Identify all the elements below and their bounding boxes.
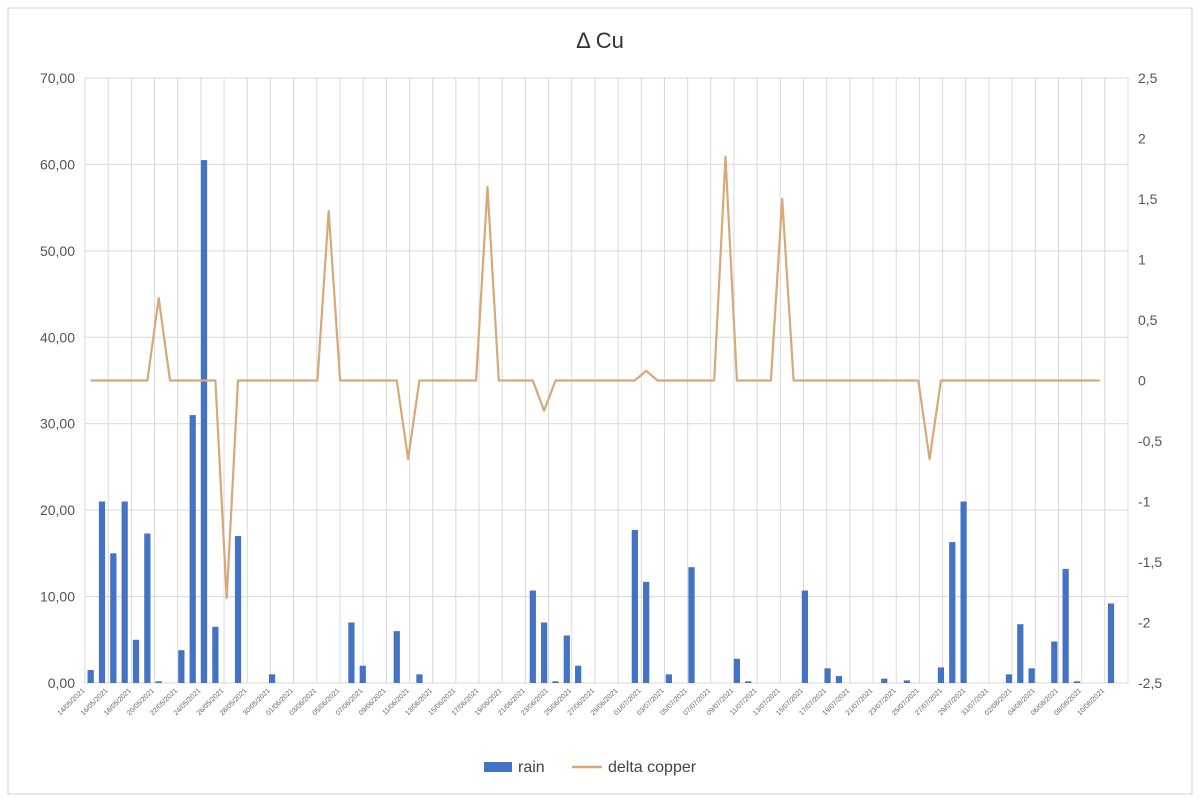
rain-bar <box>1062 568 1069 683</box>
right-y-tick-label: -2 <box>1138 615 1151 631</box>
rain-bar <box>268 674 276 683</box>
rain-bar <box>949 542 956 683</box>
rain-bar <box>144 533 151 683</box>
legend: rain delta copper <box>484 759 697 776</box>
right-y-axis: -2,5 -2 -1,5 -1 -0,5 0 0,5 1 1,5 2 2,5 <box>1138 70 1162 691</box>
rain-bar <box>801 590 809 683</box>
rain-bar <box>643 581 650 683</box>
left-y-tick-label: 20,00 <box>40 502 75 518</box>
legend-rain-label: rain <box>518 759 545 776</box>
right-y-tick-label: 1,5 <box>1138 191 1158 207</box>
right-y-tick-label: -1,5 <box>1138 554 1162 570</box>
right-y-tick-label: -2,5 <box>1138 675 1162 691</box>
right-y-tick-label: -0,5 <box>1138 433 1162 449</box>
rain-bar <box>393 631 400 683</box>
rain-bar <box>745 681 752 683</box>
rain-bar <box>132 639 140 683</box>
right-y-tick-label: 1 <box>1138 252 1146 268</box>
rain-bar <box>733 658 740 683</box>
rain-bar <box>541 622 548 683</box>
left-y-tick-label: 30,00 <box>40 416 75 432</box>
rain-bar <box>359 665 366 683</box>
rain-bar <box>1073 681 1081 683</box>
left-y-tick-label: 10,00 <box>40 589 75 605</box>
rain-bar <box>189 415 196 683</box>
delta-copper-line-group <box>90 155 1100 600</box>
chart-title: Δ Cu <box>576 28 624 53</box>
left-y-tick-label: 60,00 <box>40 156 75 172</box>
left-y-tick-label: 40,00 <box>40 329 75 345</box>
rain-bar <box>960 501 967 683</box>
rain-bar <box>87 670 94 683</box>
rain-bar <box>1017 624 1024 683</box>
rain-bar <box>881 678 888 683</box>
rain-bar <box>1028 668 1035 683</box>
delta-copper-line <box>90 155 1100 600</box>
rain-bar <box>121 501 128 683</box>
rain-bar <box>416 674 423 683</box>
right-y-tick-label: 2,5 <box>1138 70 1158 86</box>
rain-bar <box>835 676 843 683</box>
right-y-tick-label: -1 <box>1138 494 1151 510</box>
legend-delta-copper-label: delta copper <box>608 759 697 776</box>
rain-bars <box>87 160 1115 683</box>
left-y-axis: 0,00 10,00 20,00 30,00 40,00 50,00 60,00 70,00 <box>40 70 75 691</box>
rain-bar <box>155 681 162 683</box>
right-y-tick-label: 0 <box>1138 373 1146 389</box>
rain-bar <box>1005 674 1013 683</box>
rain-bar <box>110 553 117 683</box>
rain-bar <box>563 635 570 683</box>
left-y-tick-label: 70,00 <box>40 70 75 86</box>
right-y-tick-label: 0,5 <box>1138 312 1158 328</box>
rain-bar <box>631 530 638 683</box>
rain-bar <box>348 622 355 683</box>
rain-bar <box>1051 641 1058 683</box>
right-y-tick-label: 2 <box>1138 131 1146 147</box>
rain-bar <box>178 650 185 683</box>
rain-bar <box>937 667 945 683</box>
legend-rain-swatch <box>484 762 512 772</box>
rain-bar <box>688 567 695 683</box>
rain-bar <box>529 590 536 683</box>
rain-bar <box>665 674 672 683</box>
chart-frame <box>7 7 1193 795</box>
rain-bar <box>1107 603 1115 683</box>
rain-bar <box>552 681 559 683</box>
rain-bar <box>575 665 582 683</box>
left-y-tick-label: 50,00 <box>40 243 75 259</box>
rain-bar <box>200 160 208 683</box>
rain-bar <box>903 680 911 683</box>
rain-bar <box>98 501 106 683</box>
rain-bar <box>212 626 219 683</box>
left-y-tick-label: 0,00 <box>48 675 75 691</box>
rain-bar <box>824 668 831 683</box>
rain-bar <box>234 536 242 683</box>
